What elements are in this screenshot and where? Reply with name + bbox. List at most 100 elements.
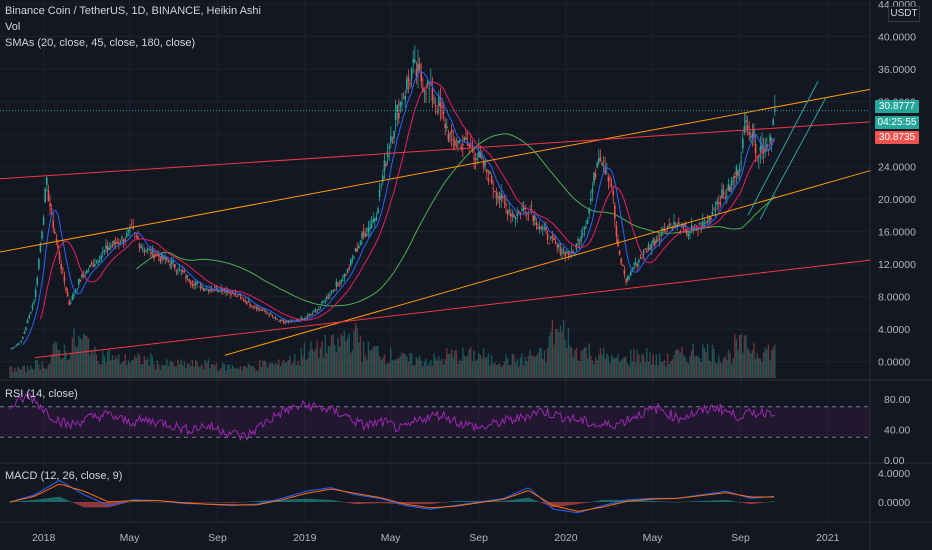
- macd-histogram-bar: [581, 502, 583, 504]
- volume-bar: [746, 347, 749, 378]
- macd-histogram-bar: [167, 502, 169, 503]
- volume-bar: [548, 336, 550, 378]
- candle-body: [95, 260, 98, 262]
- volume-bar: [527, 355, 530, 378]
- macd-histogram-bar: [63, 498, 65, 502]
- macd-histogram-bar: [587, 502, 589, 503]
- macd-histogram-bar: [147, 501, 149, 503]
- candle-body: [10, 348, 13, 350]
- volume-bar: [364, 355, 366, 378]
- volume-bar: [247, 363, 250, 378]
- macd-histogram-bar: [221, 502, 223, 503]
- candle-body: [353, 256, 355, 258]
- price-tick-label: 16.0000: [878, 227, 916, 239]
- candle-body: [97, 262, 99, 264]
- volume-bar: [343, 331, 346, 378]
- volume-bar: [510, 364, 512, 378]
- candle-body: [478, 151, 480, 158]
- volume-bar: [599, 348, 602, 378]
- candle-body: [231, 291, 234, 294]
- volume-bar: [199, 366, 202, 378]
- volume-bar: [358, 342, 360, 378]
- candle-body: [546, 233, 549, 241]
- macd-histogram-bar: [95, 502, 97, 508]
- candle-body: [284, 321, 287, 323]
- candle-body: [142, 248, 144, 250]
- macd-histogram-bar: [159, 502, 161, 503]
- volume-bar: [591, 360, 594, 378]
- candle-body: [276, 318, 279, 320]
- volume-bar: [534, 356, 536, 378]
- volume-bar: [514, 362, 517, 378]
- candle-body: [143, 251, 146, 253]
- candle-body: [729, 186, 731, 192]
- volume-bar: [162, 365, 165, 378]
- candle-body: [671, 227, 674, 231]
- candle-body: [249, 303, 251, 306]
- symbol-title[interactable]: Binance Coin / TetherUS, 1D, BINANCE, He…: [5, 5, 261, 17]
- candle-body: [682, 224, 685, 227]
- volume-bar: [84, 335, 86, 378]
- macd-histogram-bar: [699, 500, 701, 502]
- volume-bar: [353, 330, 355, 378]
- volume-bar: [748, 350, 750, 378]
- macd-histogram-bar: [345, 502, 347, 503]
- volume-bar: [241, 369, 243, 378]
- candle-body: [228, 291, 231, 293]
- volume-bar: [386, 363, 389, 378]
- volume-bar: [473, 350, 475, 378]
- volume-bar: [486, 356, 488, 378]
- macd-histogram-bar: [289, 499, 291, 502]
- candle-body: [386, 152, 389, 158]
- volume-bar: [463, 355, 466, 378]
- volume-bar: [602, 348, 605, 378]
- volume-bar: [121, 362, 123, 378]
- volume-bar: [26, 365, 29, 378]
- volume-bar: [569, 345, 571, 378]
- currency-unit-label[interactable]: USDT: [888, 6, 920, 22]
- macd-histogram-bar: [601, 499, 603, 502]
- volume-bar: [284, 362, 286, 378]
- volume-bar: [762, 352, 765, 378]
- candle-body: [535, 222, 538, 225]
- volume-bar: [113, 359, 115, 378]
- macd-legend[interactable]: MACD (12, 26, close, 9): [5, 470, 123, 482]
- candle-body: [34, 290, 37, 297]
- volume-bar: [617, 353, 619, 378]
- sma-legend[interactable]: SMAs (20, close, 45, close, 180, close): [5, 37, 196, 49]
- candle-body: [532, 215, 535, 222]
- rsi-legend[interactable]: RSI (14, close): [5, 388, 78, 400]
- macd-histogram-bar: [331, 500, 333, 502]
- volume-bar: [265, 362, 267, 378]
- macd-histogram-bar: [191, 502, 193, 503]
- macd-histogram-bar: [691, 501, 693, 502]
- volume-bar: [252, 365, 254, 378]
- candle-body: [140, 246, 143, 248]
- candle-body: [49, 203, 51, 207]
- candle-body: [105, 245, 107, 249]
- macd-histogram-bar: [47, 498, 49, 502]
- volume-bar: [466, 355, 469, 378]
- volume-bar: [718, 355, 720, 378]
- volume-bar: [726, 359, 728, 378]
- macd-histogram-bar: [311, 499, 313, 502]
- volume-bar: [298, 365, 301, 378]
- volume-bar: [38, 364, 40, 378]
- candle-body: [687, 233, 690, 236]
- volume-bar: [60, 359, 62, 378]
- candle-body: [319, 306, 322, 308]
- volume-bar: [479, 355, 482, 378]
- candle-body: [73, 294, 75, 296]
- volume-bar: [47, 364, 50, 378]
- volume-bar: [575, 347, 578, 378]
- volume-legend[interactable]: Vol: [5, 21, 21, 33]
- volume-bar: [167, 366, 170, 378]
- candle-body: [609, 179, 611, 181]
- candle-body: [108, 247, 111, 251]
- volume-bar: [428, 362, 430, 378]
- candle-body: [644, 249, 647, 251]
- candle-body: [303, 318, 306, 320]
- volume-bar: [418, 355, 421, 378]
- time-tick-label: May: [381, 532, 402, 544]
